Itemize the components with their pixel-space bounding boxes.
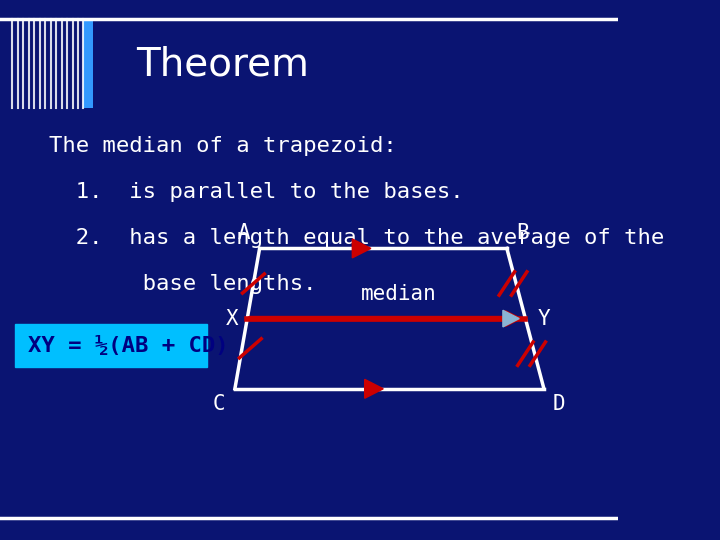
Text: C: C [213,394,226,414]
Polygon shape [352,239,371,258]
Text: B: B [516,223,528,243]
Text: A: A [238,223,251,243]
Text: The median of a trapezoid:: The median of a trapezoid: [50,136,397,156]
Text: 1.  is parallel to the bases.: 1. is parallel to the bases. [50,181,464,202]
Text: XY = ½(AB + CD): XY = ½(AB + CD) [28,335,228,356]
FancyBboxPatch shape [84,19,93,108]
Polygon shape [365,379,383,399]
Text: 2.  has a length equal to the average of the: 2. has a length equal to the average of … [50,227,665,248]
Polygon shape [503,310,519,327]
Text: Y: Y [538,308,550,329]
FancyBboxPatch shape [15,324,207,367]
Text: base lengths.: base lengths. [50,273,317,294]
Text: X: X [225,308,238,329]
Text: median: median [361,284,436,305]
Text: D: D [553,394,566,414]
Text: Theorem: Theorem [136,46,309,84]
